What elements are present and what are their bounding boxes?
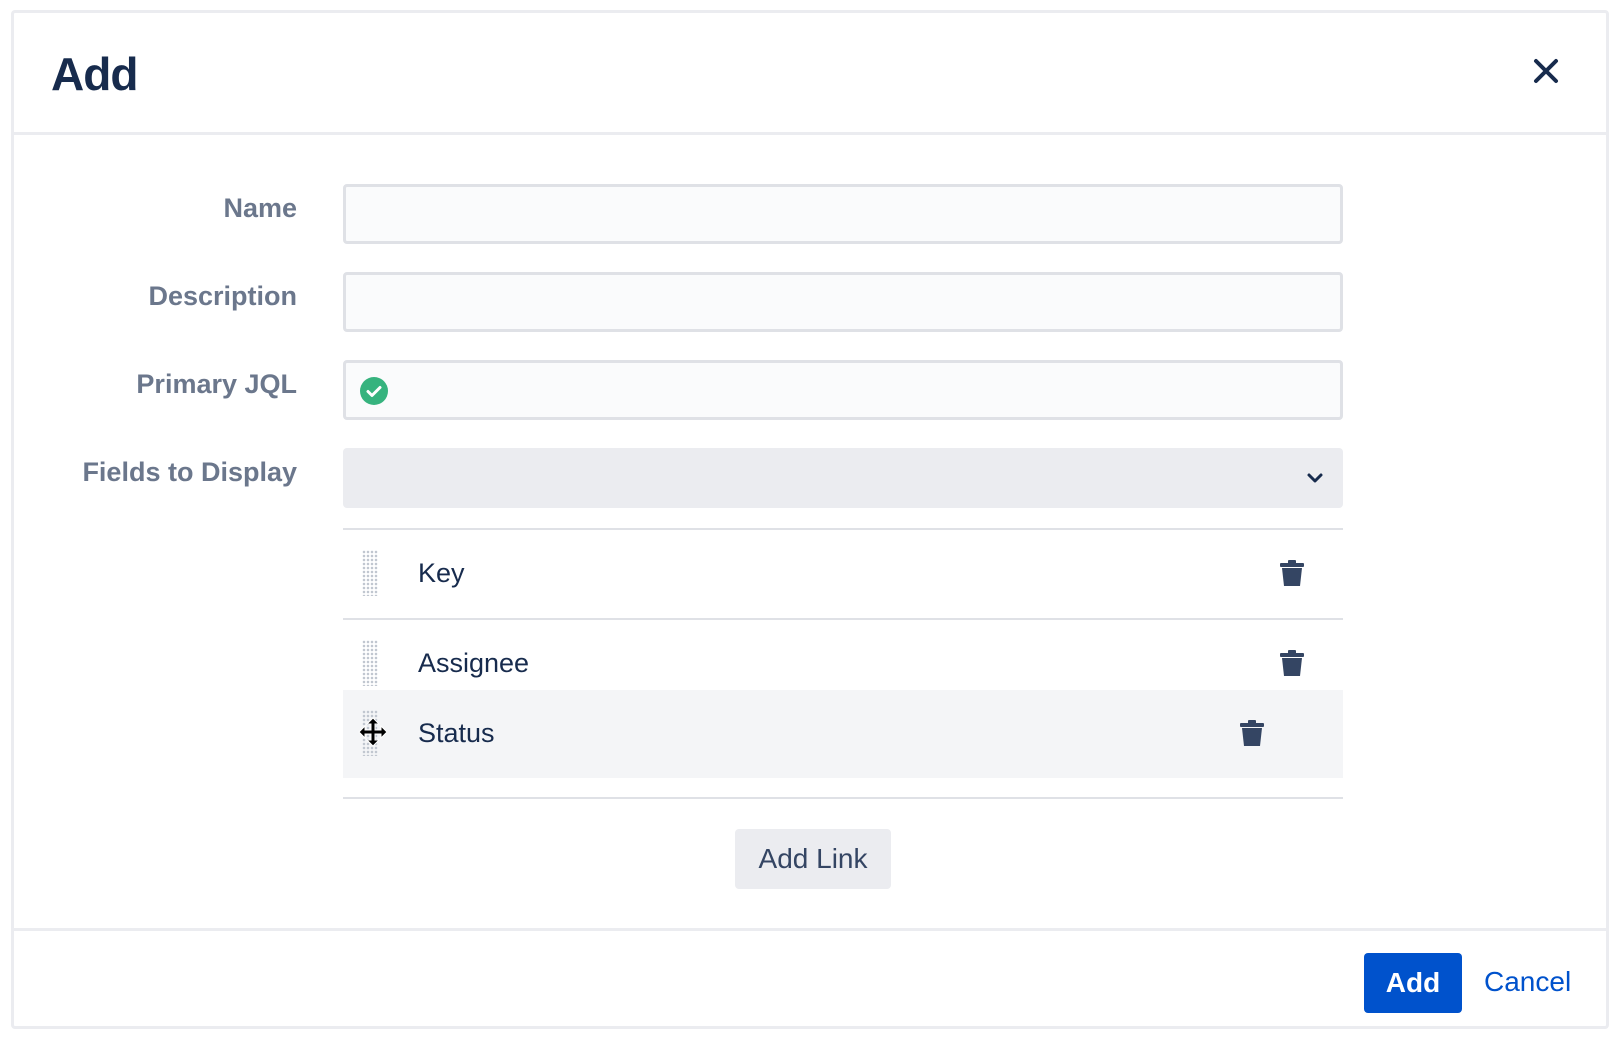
field-row-assignee[interactable]: Assignee: [343, 620, 1343, 708]
field-row-key[interactable]: Key: [343, 530, 1343, 618]
trash-icon[interactable]: [1239, 719, 1265, 752]
dialog-header: Add: [14, 13, 1606, 135]
dialog-title: Add: [51, 48, 138, 100]
fields-to-display-label: Fields to Display: [82, 457, 297, 487]
move-cursor-icon: [358, 717, 388, 752]
footer-divider: [14, 928, 1606, 931]
divider: [343, 528, 1343, 530]
drag-handle-icon[interactable]: [362, 550, 378, 596]
chevron-down-icon: [1305, 468, 1325, 493]
add-dialog: Add Name Description Primary JQL Fields …: [11, 10, 1609, 1029]
trash-icon[interactable]: [1279, 649, 1305, 682]
field-label: Key: [418, 558, 465, 588]
primary-jql-label: Primary JQL: [136, 369, 297, 399]
field-label: Assignee: [418, 648, 530, 678]
add-link-button[interactable]: Add Link: [735, 829, 891, 889]
description-input[interactable]: [343, 272, 1343, 332]
close-icon[interactable]: [1526, 51, 1566, 91]
cancel-button[interactable]: Cancel: [1484, 966, 1572, 997]
field-label: Status: [418, 718, 495, 748]
divider: [343, 618, 1343, 620]
add-button[interactable]: Add: [1364, 953, 1462, 1013]
description-label: Description: [148, 281, 297, 311]
field-row-status[interactable]: Status: [343, 690, 1343, 778]
fields-to-display-select[interactable]: [343, 448, 1343, 508]
trash-icon[interactable]: [1279, 559, 1305, 592]
check-circle-icon: [360, 377, 388, 410]
drag-handle-icon[interactable]: [362, 640, 378, 686]
primary-jql-input[interactable]: [343, 360, 1343, 420]
name-label: Name: [223, 193, 297, 223]
divider: [343, 797, 1343, 799]
name-input[interactable]: [343, 184, 1343, 244]
